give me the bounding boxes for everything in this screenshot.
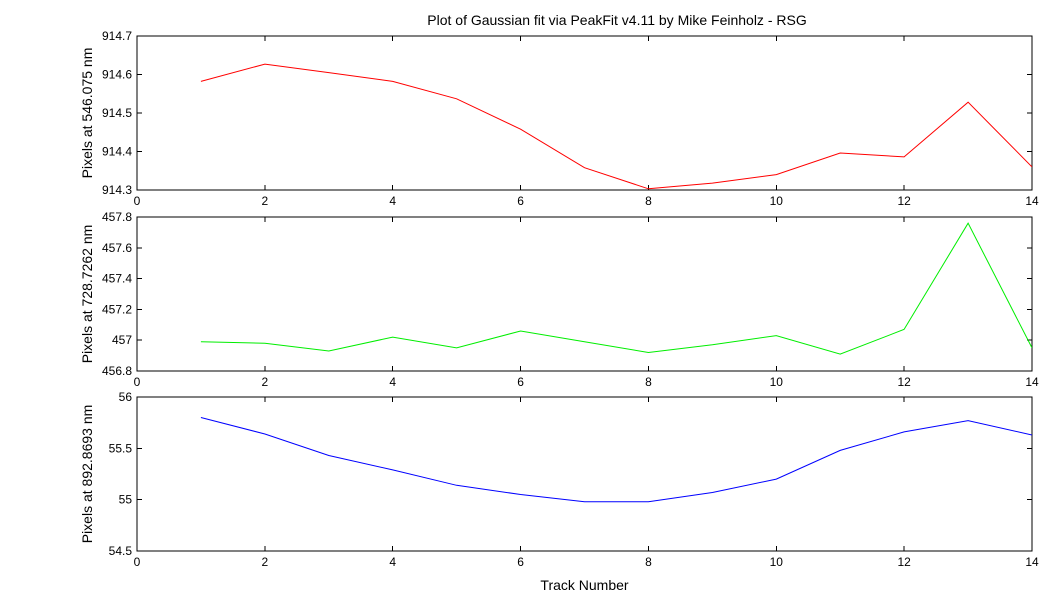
y-tick-label: 55.5 <box>109 441 133 455</box>
x-tick-label: 8 <box>645 555 652 569</box>
y-axis-label-892nm: Pixels at 892.8693 nm <box>79 405 95 544</box>
y-tick-label: 457.4 <box>102 272 132 286</box>
y-tick-label: 54.5 <box>109 544 133 558</box>
x-tick-label: 10 <box>770 194 784 208</box>
panel-546nm: 0 2 4 6 8 10 12 14 914.3 914.4 914.5 914.6 914.7 Pixe… <box>79 29 1039 208</box>
x-tick-label: 6 <box>517 194 524 208</box>
y-tick-label: 457.6 <box>102 241 132 255</box>
x-tick-label: 10 <box>770 375 784 389</box>
series-line-728nm <box>200 222 1032 355</box>
x-tick-label: 12 <box>897 194 911 208</box>
y-tick-label: 914.7 <box>102 29 132 43</box>
y-tick-label: 456.8 <box>102 364 132 378</box>
x-tick-label: 8 <box>645 194 652 208</box>
x-tick-label: 6 <box>517 555 524 569</box>
y-tick-label: 914.4 <box>102 145 132 159</box>
y-tick-label: 914.6 <box>102 68 132 82</box>
x-tick-label: 2 <box>262 555 269 569</box>
y-axis-label-728nm: Pixels at 728.7262 nm <box>79 225 95 364</box>
y-tick-label: 457.8 <box>102 210 132 224</box>
x-tick-label: 0 <box>134 555 141 569</box>
y-axis-label-546nm: Pixels at 546.075 nm <box>79 48 95 179</box>
x-tick-label: 6 <box>517 375 524 389</box>
x-tick-label: 10 <box>770 555 784 569</box>
x-tick-label: 0 <box>134 375 141 389</box>
x-tick-label: 2 <box>262 194 269 208</box>
x-tick-label: 14 <box>1025 375 1039 389</box>
x-tick-label: 14 <box>1025 555 1039 569</box>
x-tick-label: 2 <box>262 375 269 389</box>
panel-728nm: 0 2 4 6 8 10 12 14 456.8 457 457.2 457.4 457.6 457.8 P… <box>79 210 1039 389</box>
figure-title: Plot of Gaussian fit via PeakFit v4.11 b… <box>427 12 806 28</box>
y-tick-label: 914.3 <box>102 183 132 197</box>
x-tick-label: 14 <box>1025 194 1039 208</box>
x-axis-label: Track Number <box>540 577 629 593</box>
x-tick-label: 0 <box>134 194 141 208</box>
x-tick-label: 4 <box>389 375 396 389</box>
x-tick-label: 8 <box>645 375 652 389</box>
x-tick-label: 12 <box>897 375 911 389</box>
axes-frame-546nm <box>136 35 1033 191</box>
x-tick-label: 12 <box>897 555 911 569</box>
y-tick-label: 55 <box>119 493 133 507</box>
series-line-892nm <box>200 417 1032 503</box>
x-tick-label: 4 <box>389 194 396 208</box>
series-line-546nm <box>200 63 1032 190</box>
y-tick-label: 56 <box>119 390 133 404</box>
axes-frame-728nm <box>136 216 1033 372</box>
y-tick-label: 457.2 <box>102 302 132 316</box>
panel-892nm: 0 2 4 6 8 10 12 14 54.5 55 55.5 56 Pixels at 892.869… <box>79 390 1039 593</box>
y-tick-label: 914.5 <box>102 106 132 120</box>
y-tick-label: 457 <box>112 333 132 347</box>
x-tick-label: 4 <box>389 555 396 569</box>
axes-frame-892nm <box>136 396 1033 552</box>
